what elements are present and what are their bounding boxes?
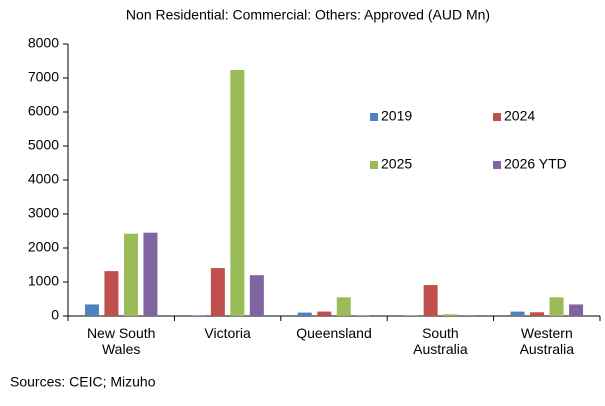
legend-label: 2019 xyxy=(381,108,412,124)
bar xyxy=(443,314,458,316)
bar xyxy=(317,311,332,316)
legend-label: 2024 xyxy=(504,108,535,124)
source-note: Sources: CEIC; Mizuho xyxy=(10,374,156,390)
legend-swatch xyxy=(370,113,378,121)
bar xyxy=(191,315,206,316)
y-tick-label: 4000 xyxy=(28,171,59,187)
bar xyxy=(336,297,351,316)
x-tick-label: South Australia xyxy=(413,325,468,357)
y-tick-label: 6000 xyxy=(28,103,59,119)
bar xyxy=(84,304,99,316)
bar xyxy=(510,311,525,316)
bar xyxy=(230,70,245,316)
legend-label: 2026 YTD xyxy=(504,156,567,172)
chart-title: Non Residential: Commercial: Others: App… xyxy=(126,7,490,23)
bar xyxy=(104,271,119,316)
legend-swatch xyxy=(493,161,501,169)
y-tick-label: 0 xyxy=(51,307,59,323)
x-tick-label: Western Australia xyxy=(519,325,575,357)
bar xyxy=(530,312,545,316)
x-tick-label: New South Wales xyxy=(86,325,156,357)
y-tick-label: 2000 xyxy=(28,239,59,255)
y-tick-label: 7000 xyxy=(28,69,59,85)
legend-swatch xyxy=(370,161,378,169)
y-tick-label: 5000 xyxy=(28,137,59,153)
bar xyxy=(423,285,438,316)
bar xyxy=(143,232,158,316)
x-tick-label: Victoria xyxy=(204,325,251,341)
y-tick-label: 3000 xyxy=(28,205,59,221)
legend-swatch xyxy=(493,113,501,121)
bar xyxy=(569,304,584,316)
bar xyxy=(123,233,138,316)
legend-label: 2025 xyxy=(381,156,412,172)
x-tick-label: Queensland xyxy=(296,325,372,341)
y-tick-label: 8000 xyxy=(28,35,59,51)
bar xyxy=(297,312,312,316)
y-tick-label: 1000 xyxy=(28,273,59,289)
bar xyxy=(210,268,225,316)
bar xyxy=(549,297,564,316)
bar xyxy=(249,275,264,316)
